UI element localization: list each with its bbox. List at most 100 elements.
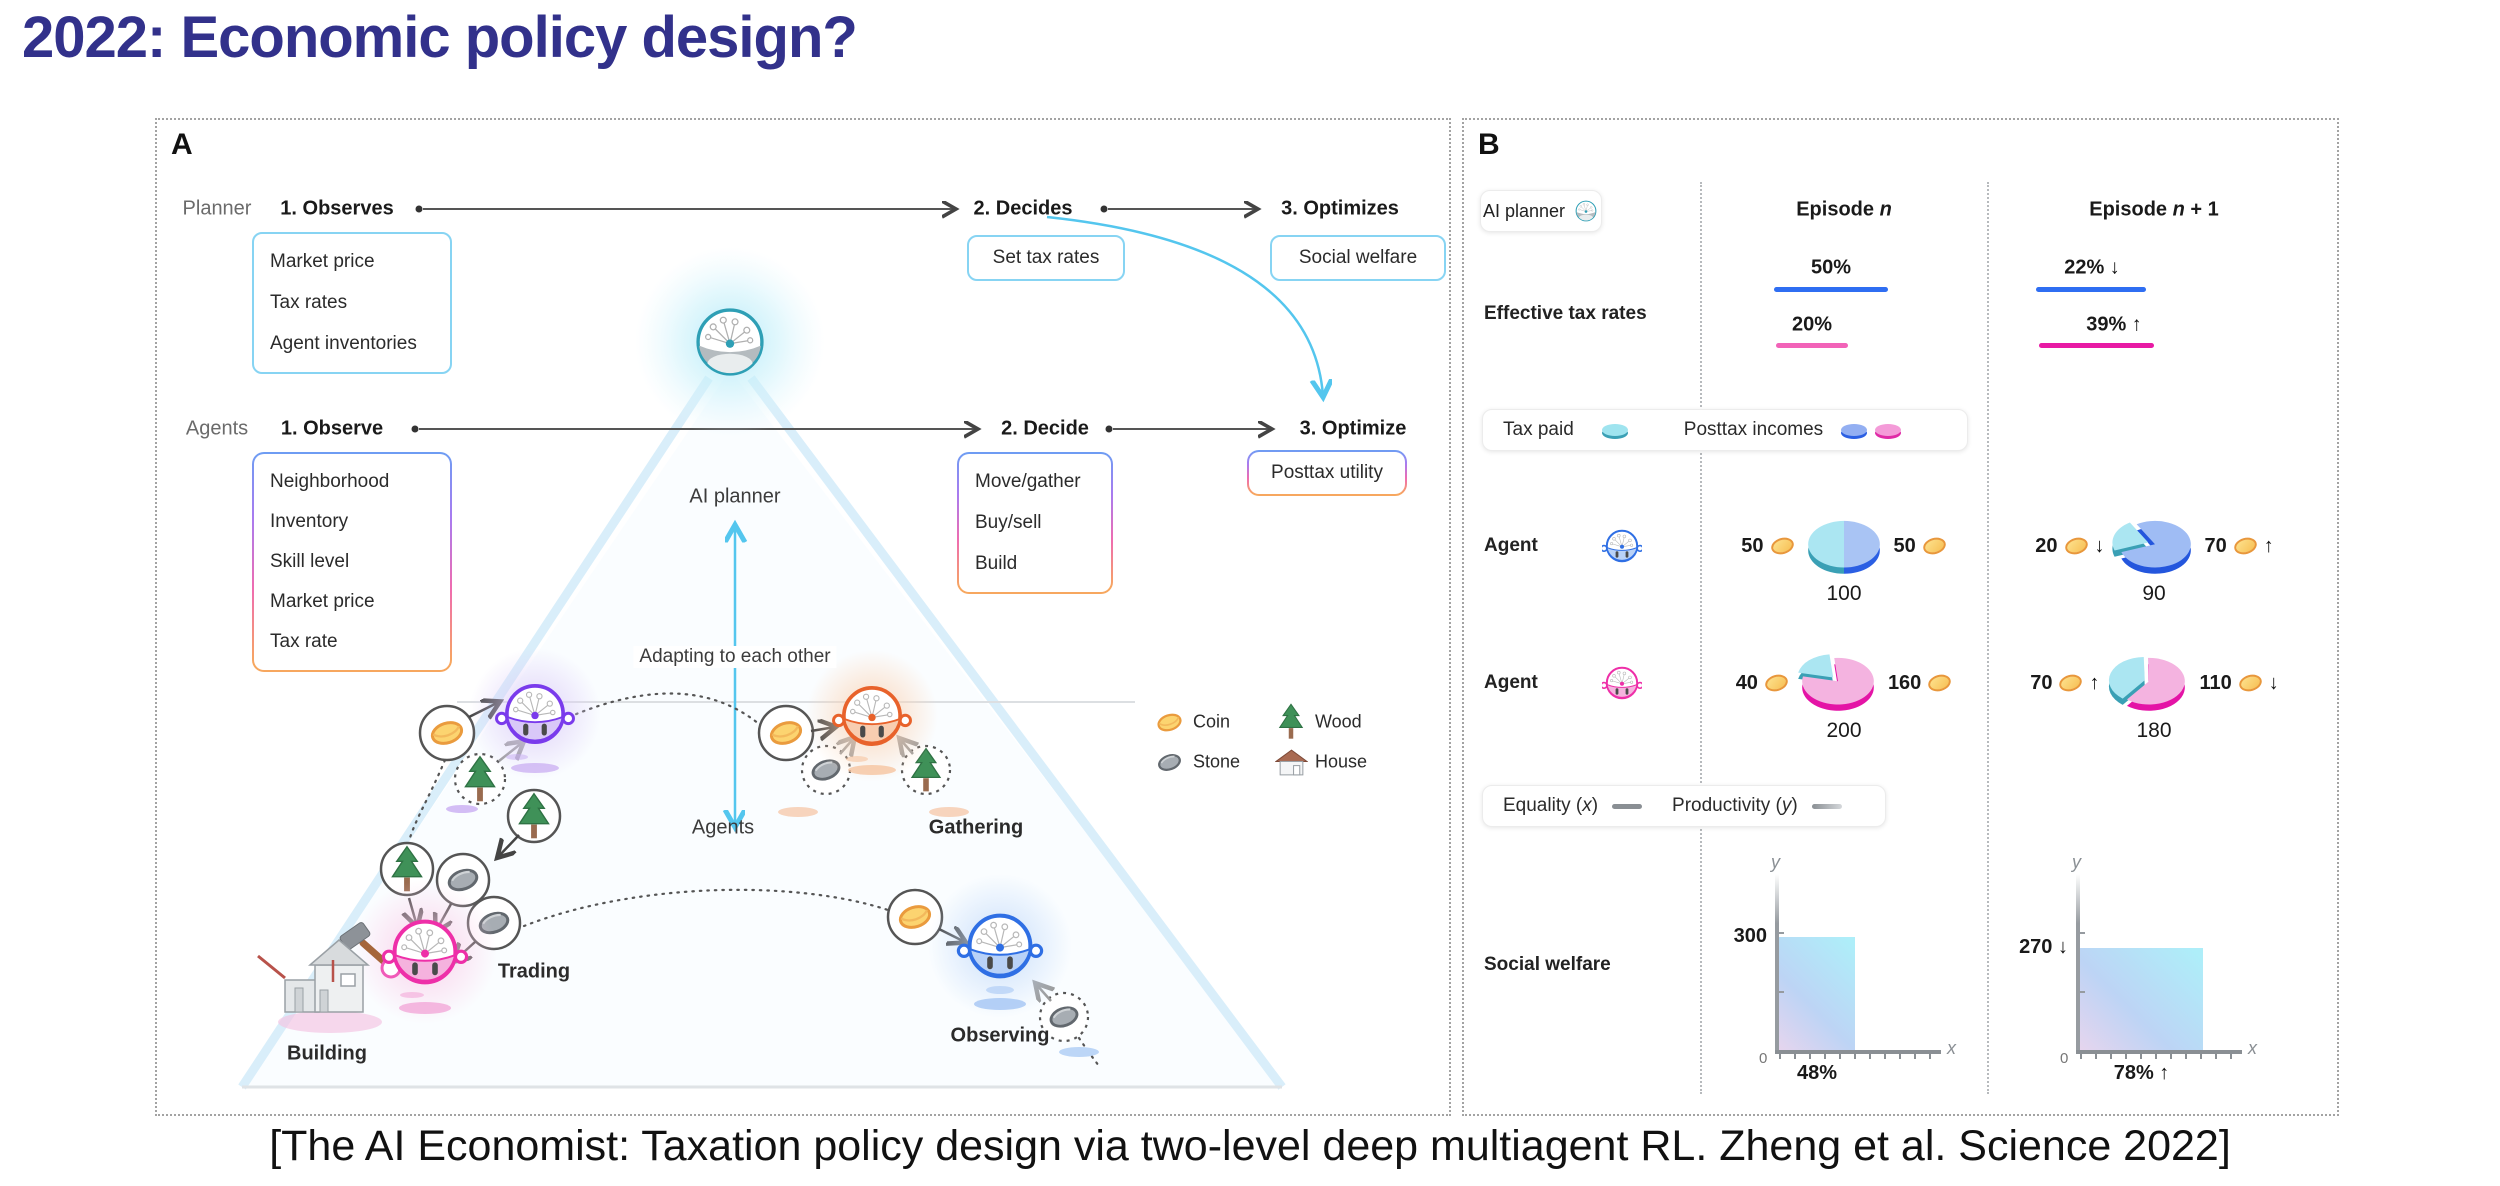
ai-planner-card: AI planner	[1480, 190, 1602, 232]
ai-planner-orb	[635, 247, 825, 437]
effective-tax-rates-label: Effective tax rates	[1484, 303, 1647, 324]
building-agent-icon	[339, 880, 497, 1024]
agent1-episode-n1-cell: 20 ↓ 70 ↑	[1987, 515, 2322, 577]
planner-row-label: Planner	[182, 197, 252, 220]
adapting-label: Adapting to each other	[633, 646, 837, 668]
agent1-ep-n1-total: 90	[2142, 582, 2166, 605]
agents-row-label: Agents	[185, 417, 249, 440]
coin-icon	[2057, 672, 2085, 694]
agent-row-pink: Agent 40 160 200 70 ↑ 110 ↓ 180	[1464, 652, 2337, 752]
origin-label: 0	[1759, 1050, 1768, 1067]
equality-value: 48%	[1796, 1062, 1838, 1084]
equality-dash-icon	[1612, 803, 1643, 809]
planner-observes-box: Market price Tax rates Agent inventories	[252, 232, 452, 374]
column-divider	[1700, 182, 1702, 1094]
agents-flow-arrows	[411, 426, 1272, 433]
social-welfare-label: Social welfare	[1484, 954, 1611, 975]
legend-wood-label: Wood	[1315, 711, 1362, 732]
episode-n1-header: Episode n + 1	[2089, 198, 2219, 221]
productivity-label: Productivity (y)	[1672, 795, 1798, 816]
agent2-ep-n-total: 200	[1826, 719, 1862, 742]
coin-icon	[1926, 672, 1954, 694]
origin-label: 0	[2060, 1050, 2069, 1067]
agents-observe-item: Neighborhood	[270, 471, 390, 492]
panel-b-label: B	[1478, 128, 1500, 161]
observing-agent-icon	[928, 874, 1072, 1018]
agent2-ep-n-pie	[1795, 647, 1881, 719]
gathering-agent-icon	[806, 650, 938, 782]
agent1-ep-n-pie	[1801, 510, 1887, 582]
house-icon	[1275, 749, 1308, 776]
tax-rate-blue-ep-n: 50%	[1810, 256, 1852, 279]
y-axis-label: y	[1771, 852, 1780, 872]
social-welfare-chart-ep-n: y x 0 300 48%	[1734, 852, 1965, 1084]
income-legend-card: Tax paid Posttax incomes	[1482, 409, 1968, 451]
tax-rate-pink-ep-n1: 39% ↑	[2086, 313, 2142, 336]
planner-step-decides: 2. Decides	[973, 197, 1073, 220]
planner-flow-arrows	[415, 206, 1258, 213]
blue-agent-icon	[1602, 530, 1642, 562]
posttax-utility-box: Posttax utility	[1247, 450, 1407, 496]
planner-observes-item: Market price	[270, 251, 375, 273]
agents-observe-item: Inventory	[270, 511, 349, 532]
gathering-label: Gathering	[928, 816, 1024, 839]
agents-observe-item: Skill level	[270, 551, 350, 572]
x-axis-label: x	[1947, 1038, 1956, 1058]
slide-title: 2022: Economic policy design?	[22, 5, 858, 70]
agent-label: Agent	[1484, 535, 1538, 556]
tax-bracket-bar-blue	[2036, 287, 2146, 292]
agents-decide-box: Move/gather Buy/sell Build	[957, 452, 1113, 594]
agent2-ep-n1-total: 180	[2136, 719, 2172, 742]
tax-paid-disc-icon	[1601, 424, 1628, 436]
planner-observes-item: Agent inventories	[270, 332, 417, 354]
tax-rate-blue-ep-n1: 22% ↓	[2064, 256, 2120, 279]
panel-a: A Planner 1. Observes 2. Decides 3. Opti…	[155, 118, 1451, 1116]
social-welfare-chart-ep-n1: y x 0 270 ↓ 78% ↑	[2019, 852, 2266, 1084]
trade-arcs	[407, 692, 1101, 1068]
y-axis-label: y	[2072, 852, 2081, 872]
welfare-value: 300	[1733, 925, 1767, 947]
posttax-incomes-label: Posttax incomes	[1683, 419, 1824, 440]
episode-n-header: Episode n	[1796, 198, 1892, 221]
agents-observe-box: Neighborhood Inventory Skill level Marke…	[252, 452, 452, 672]
coin-icon	[2231, 535, 2259, 557]
tax-bracket-bar-magenta	[2039, 343, 2154, 348]
planner-to-agents-arrow	[1046, 215, 1323, 396]
tax-paid-label: Tax paid	[1503, 419, 1574, 440]
pink-agent-icon	[1602, 667, 1642, 699]
panel-a-scene	[238, 120, 1449, 1090]
panel-a-label: A	[171, 128, 193, 161]
legend-stone-label: Stone	[1193, 751, 1241, 772]
y-axis	[1775, 874, 1779, 1050]
legend-coin-label: Coin	[1193, 711, 1231, 732]
coin-icon	[1920, 535, 1948, 557]
coin-icon	[1156, 710, 1183, 735]
agent1-ep-n1-pie	[2111, 510, 2198, 582]
agents-decide-item: Build	[975, 552, 1018, 574]
coin-icon	[2062, 535, 2090, 557]
y-axis	[2076, 874, 2080, 1050]
tax-bracket-bar-blue	[1774, 287, 1888, 292]
house-under-construction-icon	[257, 939, 382, 1033]
coin-icon	[1768, 535, 1796, 557]
posttax-blue-disc-icon	[1841, 424, 1868, 436]
set-tax-rates-box: Set tax rates	[967, 235, 1125, 281]
column-divider	[1987, 182, 1989, 1094]
ai-planner-label: AI planner	[689, 485, 781, 508]
agent1-episode-n-cell: 50 50	[1700, 515, 1987, 577]
welfare-legend-card: Equality (x) Productivity (y)	[1482, 785, 1886, 827]
equality-value: 78% ↑	[2113, 1062, 2170, 1084]
agent-row-blue: Agent 50 50 100 20 ↓ 70 ↑ 90	[1464, 515, 2337, 615]
planner-step-observes: 1. Observes	[280, 197, 394, 220]
planner-orb-icon	[1573, 198, 1599, 224]
agents-step-observe: 1. Observe	[280, 417, 384, 440]
building-label: Building	[287, 1042, 367, 1065]
agents-observe-item: Market price	[270, 591, 375, 612]
legend-house-label: House	[1315, 751, 1368, 772]
coin-icon	[2236, 672, 2264, 694]
planner-step-optimizes: 3. Optimizes	[1281, 197, 1399, 220]
stone-icon	[1156, 751, 1183, 774]
agents-observe-item: Tax rate	[270, 631, 338, 652]
welfare-bar	[1779, 937, 1855, 1050]
